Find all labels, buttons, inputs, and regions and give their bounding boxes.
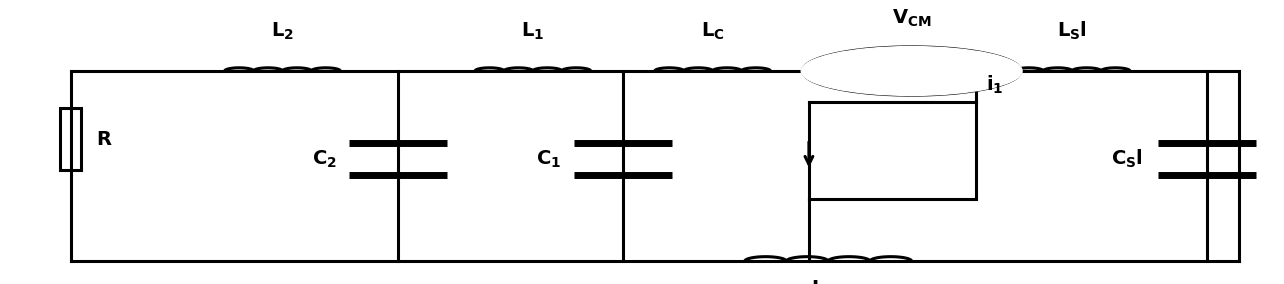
Text: $\mathbf{C_2}$: $\mathbf{C_2}$ — [312, 148, 336, 170]
Text: $\mathbf{L_{FG}}$: $\mathbf{L_{FG}}$ — [811, 279, 845, 284]
Text: $\mathbf{L_S}$l: $\mathbf{L_S}$l — [1057, 20, 1088, 42]
Text: $\mathbf{C_1}$: $\mathbf{C_1}$ — [535, 148, 561, 170]
Text: $\mathbf{L_C}$: $\mathbf{L_C}$ — [701, 21, 724, 42]
Text: $\mathbf{i_1}$: $\mathbf{i_1}$ — [986, 74, 1004, 96]
Text: $\mathbf{L_1}$: $\mathbf{L_1}$ — [521, 21, 544, 42]
Text: $\mathbf{R}$: $\mathbf{R}$ — [96, 130, 113, 149]
Text: $\mathbf{L_2}$: $\mathbf{L_2}$ — [271, 21, 294, 42]
Circle shape — [801, 47, 1022, 95]
Bar — [60, 108, 81, 170]
Text: $\mathbf{V_{CM}}$: $\mathbf{V_{CM}}$ — [892, 8, 931, 29]
Text: $\mathbf{C_S}$l: $\mathbf{C_S}$l — [1111, 148, 1143, 170]
